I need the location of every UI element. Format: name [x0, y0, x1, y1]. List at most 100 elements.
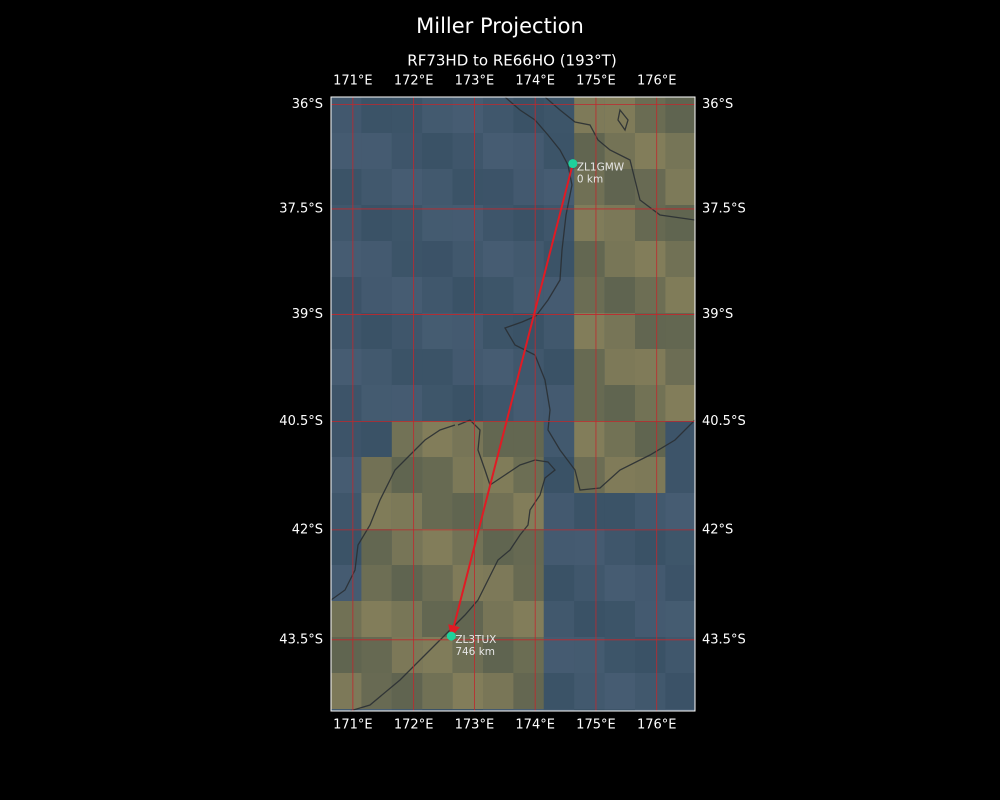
terrain-cell: [391, 529, 423, 566]
terrain-cell: [574, 673, 605, 710]
terrain-cell: [665, 169, 695, 206]
terrain-cell: [331, 601, 362, 638]
terrain-cell: [331, 457, 362, 494]
terrain-cell: [422, 709, 453, 711]
terrain-cell: [452, 637, 484, 674]
y-tick-label: 43.5°S: [702, 632, 746, 647]
terrain-cell: [604, 673, 636, 710]
terrain-cell: [331, 133, 362, 170]
terrain-cell: [574, 601, 605, 638]
terrain-cell: [543, 601, 575, 638]
terrain-cell: [422, 565, 453, 602]
terrain-cell: [483, 313, 514, 350]
terrain-cell: [574, 565, 605, 602]
terrain-cell: [574, 493, 605, 530]
terrain-cell: [635, 709, 666, 711]
terrain-cell: [331, 385, 362, 422]
terrain-cell: [422, 277, 453, 314]
terrain-cell: [574, 529, 605, 566]
terrain-cell: [331, 349, 362, 386]
terrain-cell: [635, 637, 666, 674]
terrain-cell: [422, 493, 453, 530]
terrain-cell: [422, 457, 453, 494]
terrain-cell: [483, 241, 514, 278]
terrain-cell: [665, 205, 695, 242]
x-tick-label: 172°E: [394, 718, 434, 733]
terrain-cell: [361, 709, 392, 711]
y-tick-label: 42°S: [702, 522, 733, 537]
terrain-cell: [331, 169, 362, 206]
terrain-cell: [513, 529, 544, 566]
terrain-cell: [452, 601, 484, 638]
terrain-cell: [604, 601, 636, 638]
terrain-cell: [635, 493, 666, 530]
terrain-cell: [635, 421, 666, 458]
terrain-cell: [543, 529, 575, 566]
terrain-cell: [665, 277, 695, 314]
y-tick-label: 39°S: [292, 307, 323, 322]
terrain-cell: [604, 637, 636, 674]
y-tick-label: 39°S: [702, 307, 733, 322]
terrain-cell: [665, 349, 695, 386]
terrain-cell: [543, 349, 575, 386]
terrain-cell: [543, 709, 575, 711]
terrain-cell: [331, 673, 362, 710]
terrain-cell: [391, 565, 423, 602]
terrain-cell: [665, 493, 695, 530]
x-tick-label: 176°E: [637, 718, 677, 733]
terrain-cell: [604, 97, 636, 134]
terrain-cell: [331, 205, 362, 242]
terrain-cell: [422, 529, 453, 566]
terrain-cell: [604, 565, 636, 602]
terrain-cell: [543, 313, 575, 350]
terrain-cell: [452, 133, 484, 170]
terrain-cell: [513, 205, 544, 242]
x-tick-label: 173°E: [455, 74, 495, 89]
terrain-cell: [665, 457, 695, 494]
terrain-cell: [604, 205, 636, 242]
terrain-cell: [543, 673, 575, 710]
map-area: [331, 97, 695, 711]
terrain-cell: [635, 277, 666, 314]
terrain-cell: [635, 313, 666, 350]
x-tick-label: 175°E: [576, 718, 616, 733]
terrain-cell: [422, 241, 453, 278]
terrain-cell: [331, 313, 362, 350]
terrain-cell: [635, 673, 666, 710]
terrain-cell: [391, 241, 423, 278]
terrain-cell: [513, 457, 544, 494]
y-tick-label: 40.5°S: [279, 414, 323, 429]
terrain-cell: [452, 313, 484, 350]
title: Miller Projection: [416, 14, 584, 38]
terrain-cell: [422, 385, 453, 422]
terrain-cell: [513, 565, 544, 602]
terrain-cell: [452, 529, 484, 566]
terrain-cell: [483, 349, 514, 386]
terrain-cell: [483, 169, 514, 206]
terrain-cell: [574, 169, 605, 206]
terrain-cell: [574, 349, 605, 386]
terrain-cell: [452, 457, 484, 494]
terrain-cell: [391, 421, 423, 458]
terrain-cell: [361, 133, 392, 170]
terrain-cell: [361, 277, 392, 314]
route-line: [448, 163, 574, 638]
station-distance: 0 km: [577, 174, 603, 186]
terrain-cell: [422, 349, 453, 386]
terrain-cell: [452, 169, 484, 206]
terrain-cell: [665, 313, 695, 350]
terrain-cell: [513, 349, 544, 386]
terrain-cell: [604, 709, 636, 711]
terrain-cell: [331, 637, 362, 674]
terrain-cell: [483, 637, 514, 674]
terrain-cell: [483, 205, 514, 242]
terrain-cell: [391, 313, 423, 350]
terrain-cell: [543, 97, 575, 134]
terrain-cell: [391, 385, 423, 422]
terrain-cell: [391, 601, 423, 638]
terrain-cell: [574, 97, 605, 134]
terrain-cell: [665, 709, 695, 711]
terrain-cell: [513, 169, 544, 206]
